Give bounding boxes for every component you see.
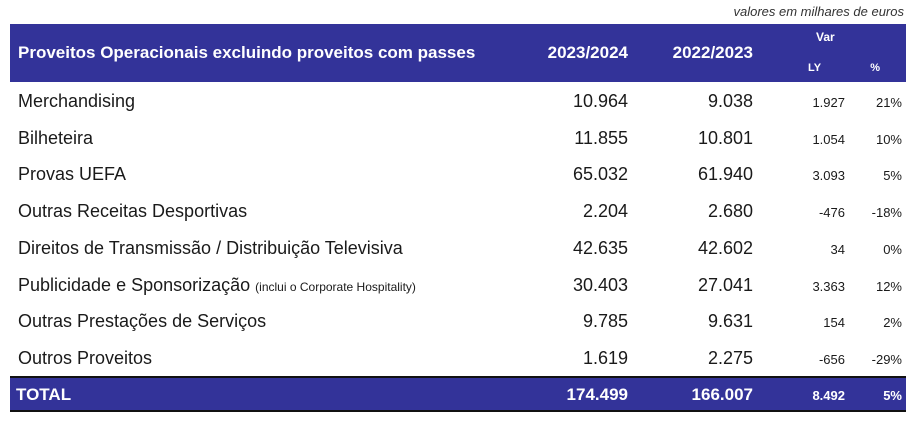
table-row: Bilheteira 11.855 10.801 1.054 10% xyxy=(10,120,906,157)
row-var-ly: 3.363 xyxy=(812,278,845,294)
row-var-pct: -18% xyxy=(871,205,902,221)
row-var-ly: 1.054 xyxy=(812,131,845,147)
row-var-ly: 34 xyxy=(830,241,845,257)
total-row: TOTAL 174.499 166.007 8.492 5% xyxy=(10,376,906,412)
total-2022-2023: 166.007 xyxy=(691,385,753,404)
row-label-text: Provas UEFA xyxy=(18,164,127,185)
row-2022-2023: 2.275 xyxy=(707,347,753,368)
row-2022-2023: 10.801 xyxy=(697,127,753,148)
row-var-pct: 10% xyxy=(875,131,902,147)
row-2023-2024: 10.964 xyxy=(572,91,628,111)
row-label: Outros Proveitos xyxy=(18,348,152,369)
total-var-ly: 8.492 xyxy=(812,388,845,403)
table-row: Provas UEFA 65.032 61.940 3.093 5% xyxy=(10,156,906,193)
units-note: valores em milhares de euros xyxy=(733,4,904,19)
table-row: Publicidade e Sponsorização (inclui o Co… xyxy=(10,267,906,304)
row-2022-2023: 61.940 xyxy=(697,164,753,185)
row-var-ly: -656 xyxy=(818,351,845,367)
row-2023-2024: 1.619 xyxy=(582,347,628,368)
row-2023-2024: 42.635 xyxy=(572,237,628,258)
row-label: Publicidade e Sponsorização (inclui o Co… xyxy=(18,275,416,296)
row-var-pct: 21% xyxy=(875,95,902,110)
row-var-ly: 1.927 xyxy=(812,95,845,110)
row-var-pct: 0% xyxy=(883,241,902,257)
row-var-pct: -29% xyxy=(871,351,902,367)
table-row: Direitos de Transmissão / Distribuição T… xyxy=(10,230,906,267)
row-label: Provas UEFA xyxy=(18,164,126,185)
header-pct: % xyxy=(870,62,880,74)
row-label-text: Bilheteira xyxy=(18,127,94,148)
header-title: Proveitos Operacionais excluindo proveit… xyxy=(18,43,476,62)
row-var-ly: -476 xyxy=(818,205,845,221)
row-label-text: Publicidade e Sponsorização xyxy=(18,274,251,295)
table-header: Proveitos Operacionais excluindo proveit… xyxy=(10,24,906,82)
row-label-text: Direitos de Transmissão / Distribuição T… xyxy=(18,237,403,258)
header-col-2022-2023: 2022/2023 xyxy=(672,43,753,62)
row-var-pct: 2% xyxy=(883,315,902,331)
row-label: Outras Prestações de Serviços xyxy=(18,311,266,332)
row-label-text: Outras Receitas Desportivas xyxy=(18,201,248,222)
row-2022-2023: 42.602 xyxy=(697,237,753,258)
row-label: Outras Receitas Desportivas xyxy=(18,201,247,222)
row-label: Merchandising xyxy=(18,91,135,112)
header-ly: LY xyxy=(808,62,822,74)
row-label-note: (inclui o Corporate Hospitality) xyxy=(255,279,416,294)
row-var-ly: 154 xyxy=(823,315,845,331)
row-var-ly: 3.093 xyxy=(812,168,845,184)
row-2023-2024: 65.032 xyxy=(572,164,628,185)
row-2022-2023: 9.631 xyxy=(707,311,753,332)
row-var-pct: 12% xyxy=(875,278,902,294)
row-2023-2024: 11.855 xyxy=(574,127,628,148)
table-row: Outros Proveitos 1.619 2.275 -656 -29% xyxy=(10,340,906,377)
row-var-pct: 5% xyxy=(883,168,902,184)
row-2022-2023: 9.038 xyxy=(707,91,753,111)
table-row: Outras Prestações de Serviços 9.785 9.63… xyxy=(10,303,906,340)
table-row: Outras Receitas Desportivas 2.204 2.680 … xyxy=(10,193,906,230)
row-label: Bilheteira xyxy=(18,128,93,149)
row-label-text: Merchandising xyxy=(18,91,136,111)
row-label-text: Outras Prestações de Serviços xyxy=(18,311,267,332)
row-label: Direitos de Transmissão / Distribuição T… xyxy=(18,238,403,259)
row-2022-2023: 27.041 xyxy=(697,274,753,295)
header-var: Var xyxy=(816,30,835,44)
header-col-2023-2024: 2023/2024 xyxy=(547,43,628,62)
row-2023-2024: 9.785 xyxy=(582,311,628,332)
row-2023-2024: 2.204 xyxy=(582,201,628,222)
total-var-pct: 5% xyxy=(883,388,902,403)
table-row: Merchandising 10.964 9.038 1.927 21% xyxy=(10,83,906,120)
row-label-text: Outros Proveitos xyxy=(18,347,153,368)
total-label: TOTAL xyxy=(16,385,72,404)
row-2022-2023: 2.680 xyxy=(707,201,753,222)
total-2023-2024: 174.499 xyxy=(566,385,628,404)
row-2023-2024: 30.403 xyxy=(572,274,628,295)
